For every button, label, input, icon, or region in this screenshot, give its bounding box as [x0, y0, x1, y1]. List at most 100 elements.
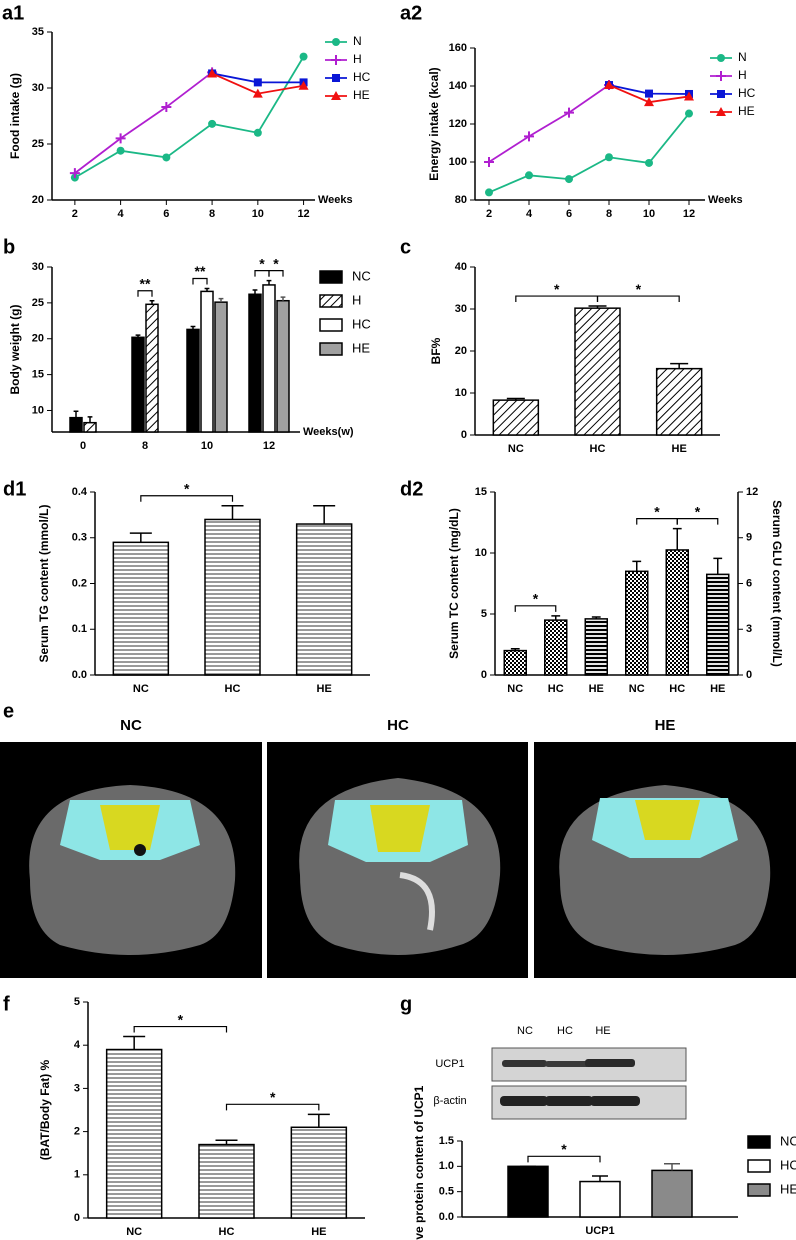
x-tick-label: UCP1: [585, 1225, 614, 1237]
bar: [131, 336, 145, 433]
bar: [507, 1165, 549, 1218]
error-bar: [73, 410, 79, 418]
panel-label: g: [400, 993, 412, 1015]
y-tick-label: 20: [32, 194, 44, 206]
y2-tick-label: 3: [746, 623, 752, 635]
significance-label: *: [636, 281, 642, 297]
y-axis-label: Serum TC content (mg/dL): [447, 508, 461, 659]
marker: [717, 54, 725, 62]
significance-label: **: [140, 275, 151, 291]
x-tick-label: 6: [163, 208, 169, 220]
legend-label: HE: [352, 340, 370, 355]
image-title: NC: [120, 717, 142, 734]
bar: [214, 301, 228, 433]
y2-tick-label: 12: [746, 486, 758, 498]
y-axis-label: (BAT/Body Fat) %: [38, 1059, 52, 1160]
x-tick-label: HE: [311, 1226, 326, 1238]
significance-label: *: [273, 255, 279, 271]
bar: [665, 549, 689, 676]
x-tick-label: 4: [526, 208, 533, 220]
y-tick-label: 80: [455, 194, 467, 206]
legend-label: H: [352, 292, 361, 307]
error-bar: [221, 504, 244, 520]
error-bar: [129, 532, 152, 543]
lane-label: NC: [517, 1025, 533, 1037]
y-tick-label: 2: [74, 1126, 80, 1138]
significance-bracket: [527, 1155, 601, 1163]
significance-bracket: [596, 295, 680, 303]
y-tick-label: 0: [461, 429, 467, 441]
y-tick-label: 160: [449, 42, 467, 54]
error-bar: [670, 362, 689, 369]
bar: [200, 290, 214, 433]
significance-label: *: [184, 480, 190, 496]
x-tick-label: HC: [225, 683, 241, 695]
error-bar: [215, 1139, 238, 1145]
x-tick-label: 8: [142, 440, 148, 452]
bar: [204, 518, 261, 676]
bar: [503, 649, 527, 676]
marker: [484, 157, 494, 167]
error-bar: [204, 287, 210, 292]
bar: [579, 1180, 621, 1218]
bar: [105, 1048, 163, 1219]
x-tick-label: 10: [643, 208, 655, 220]
error-bar: [672, 527, 682, 550]
x-tick-label: NC: [126, 1226, 142, 1238]
lane-label: HC: [557, 1025, 573, 1037]
marker: [207, 68, 218, 78]
significance-bracket: [636, 518, 678, 525]
series-line: [74, 56, 305, 179]
error-bar: [307, 1113, 330, 1128]
marker: [524, 131, 534, 142]
significance-label: *: [695, 503, 701, 519]
y-tick-label: 10: [455, 387, 467, 399]
significance-label: *: [554, 281, 560, 297]
y-tick-label: 3: [74, 1082, 80, 1094]
error-bar: [149, 299, 155, 305]
bar: [262, 284, 276, 433]
significance-bracket: [137, 290, 153, 297]
y-tick-label: 20: [455, 345, 467, 357]
y2-tick-label: 6: [746, 577, 752, 589]
marker: [716, 107, 726, 116]
bar: [655, 367, 703, 436]
y-axis-label: Body weight (g): [8, 305, 22, 395]
y-tick-label: 0.0: [72, 669, 87, 681]
ct-image: [0, 742, 262, 978]
error-bar: [506, 397, 525, 401]
error-bar: [664, 1163, 680, 1171]
legend-label: N: [353, 34, 362, 48]
legend-label: HC: [738, 86, 756, 100]
x-tick-label: 10: [252, 208, 264, 220]
bar: [574, 307, 621, 436]
legend-label: H: [353, 52, 362, 66]
bar: [706, 573, 730, 676]
x-tick-label: NC: [629, 683, 645, 695]
x-tick-label: 12: [263, 440, 275, 452]
ct-image: [534, 742, 796, 978]
bar: [625, 570, 649, 676]
significance-label: *: [561, 1141, 567, 1157]
legend-label: HE: [738, 104, 755, 118]
marker: [565, 175, 573, 184]
y-tick-label: 5: [74, 996, 80, 1008]
significance-bracket: [676, 518, 719, 525]
significance-label: *: [270, 1089, 276, 1105]
y-tick-label: 4: [74, 1039, 81, 1051]
panel-label: c: [400, 236, 411, 258]
bar: [198, 1143, 255, 1219]
x-tick-label: HC: [219, 1226, 235, 1238]
significance-bracket: [192, 277, 208, 285]
legend-label: HE: [780, 1181, 796, 1196]
x-tick-label: HE: [317, 683, 332, 695]
panel-label: d2: [400, 478, 423, 500]
panel-label: a1: [2, 2, 24, 24]
bar: [112, 541, 170, 676]
legend-swatch: [747, 1159, 771, 1173]
row-label: UCP1: [435, 1058, 464, 1070]
x-tick-label: 2: [72, 208, 78, 220]
x-tick-label: 6: [566, 208, 572, 220]
marker: [252, 88, 263, 98]
marker: [564, 107, 574, 118]
